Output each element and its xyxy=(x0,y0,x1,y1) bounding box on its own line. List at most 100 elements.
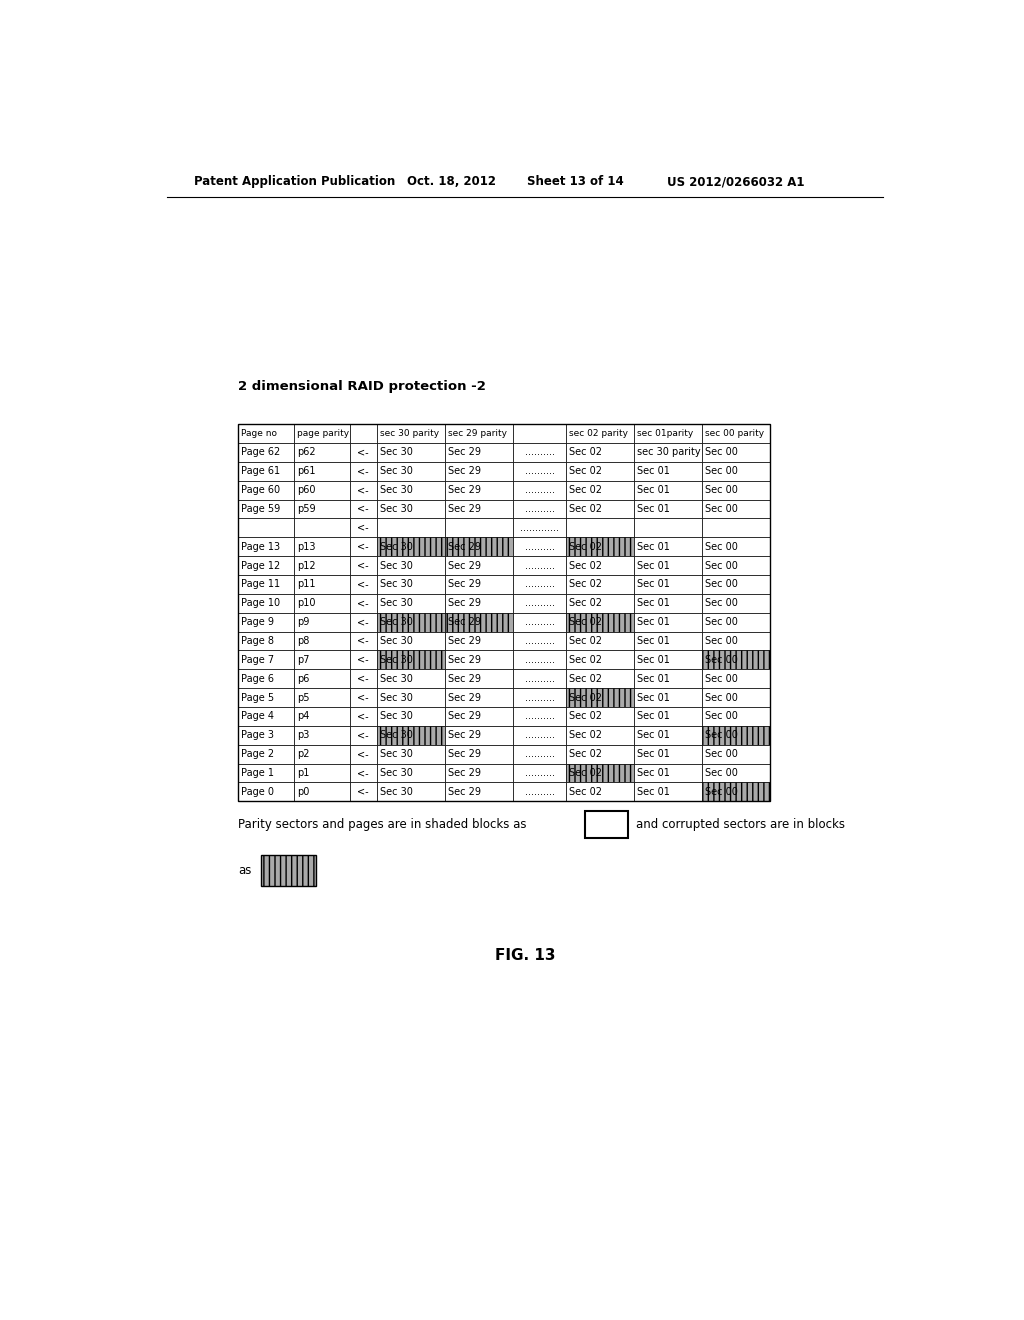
Bar xyxy=(702,576,770,594)
Text: p3: p3 xyxy=(297,730,309,741)
Bar xyxy=(377,631,445,651)
Bar xyxy=(513,688,566,708)
Text: <-: <- xyxy=(357,447,369,457)
Text: p1: p1 xyxy=(297,768,309,777)
Bar xyxy=(634,444,702,462)
Text: <-: <- xyxy=(357,579,369,590)
Text: Sec 02: Sec 02 xyxy=(569,541,602,552)
Bar xyxy=(566,424,634,444)
Bar xyxy=(445,480,513,499)
Text: US 2012/0266032 A1: US 2012/0266032 A1 xyxy=(667,176,804,187)
Text: <-: <- xyxy=(357,655,369,665)
Text: sec 02 parity: sec 02 parity xyxy=(569,429,628,438)
Bar xyxy=(513,763,566,783)
Bar xyxy=(445,688,513,708)
Text: <-: <- xyxy=(357,693,369,702)
Text: Sec 29: Sec 29 xyxy=(449,750,481,759)
Bar xyxy=(513,631,566,651)
Bar xyxy=(294,763,349,783)
Text: ..........: .......... xyxy=(524,598,555,609)
Text: Sec 02: Sec 02 xyxy=(569,636,602,645)
Text: <-: <- xyxy=(357,787,369,797)
Bar xyxy=(377,576,445,594)
Bar xyxy=(294,499,349,519)
Bar xyxy=(238,499,294,519)
Text: Sec 02: Sec 02 xyxy=(569,711,602,722)
Bar xyxy=(513,576,566,594)
Bar xyxy=(349,631,377,651)
Bar xyxy=(566,651,634,669)
Bar xyxy=(513,462,566,480)
Text: <-: <- xyxy=(357,730,369,741)
Text: p9: p9 xyxy=(297,618,309,627)
Bar xyxy=(634,651,702,669)
Bar xyxy=(377,651,445,669)
Bar xyxy=(445,612,513,631)
Bar xyxy=(566,631,634,651)
Text: Sec 02: Sec 02 xyxy=(569,598,602,609)
Text: Sec 02: Sec 02 xyxy=(569,655,602,665)
Bar xyxy=(566,576,634,594)
Bar xyxy=(238,537,294,556)
Bar xyxy=(445,594,513,612)
Text: Sec 30: Sec 30 xyxy=(380,693,413,702)
Bar xyxy=(634,424,702,444)
Bar xyxy=(445,651,513,669)
Text: sec 30 parity: sec 30 parity xyxy=(380,429,439,438)
Text: p0: p0 xyxy=(297,787,309,797)
Text: Page 59: Page 59 xyxy=(241,504,281,513)
Text: Sec 01: Sec 01 xyxy=(637,673,670,684)
Bar xyxy=(702,708,770,726)
Text: Sec 30: Sec 30 xyxy=(380,466,413,477)
Text: Sec 29: Sec 29 xyxy=(449,561,481,570)
Text: Page no: Page no xyxy=(241,429,278,438)
Bar xyxy=(294,688,349,708)
Text: <-: <- xyxy=(357,618,369,627)
Text: Sec 02: Sec 02 xyxy=(569,673,602,684)
Text: p8: p8 xyxy=(297,636,309,645)
Text: p2: p2 xyxy=(297,750,309,759)
Bar xyxy=(634,519,702,537)
Bar xyxy=(702,744,770,763)
Text: Sec 02: Sec 02 xyxy=(569,579,602,590)
Text: Sec 02: Sec 02 xyxy=(569,504,602,513)
Text: <-: <- xyxy=(357,504,369,513)
Text: Sec 00: Sec 00 xyxy=(706,693,738,702)
Text: <-: <- xyxy=(357,484,369,495)
Text: Sec 30: Sec 30 xyxy=(380,598,413,609)
Bar xyxy=(513,783,566,801)
Bar xyxy=(634,537,702,556)
Bar xyxy=(634,556,702,576)
Bar xyxy=(349,708,377,726)
Text: Sec 01: Sec 01 xyxy=(637,655,670,665)
Text: Sec 01: Sec 01 xyxy=(637,693,670,702)
Text: Page 9: Page 9 xyxy=(241,618,274,627)
Text: Sec 30: Sec 30 xyxy=(380,655,413,665)
Bar xyxy=(349,424,377,444)
Bar xyxy=(566,783,634,801)
Bar xyxy=(702,480,770,499)
Bar xyxy=(566,726,634,744)
Text: Sec 00: Sec 00 xyxy=(706,618,738,627)
Text: Sec 00: Sec 00 xyxy=(706,673,738,684)
Bar xyxy=(445,519,513,537)
Text: Sec 01: Sec 01 xyxy=(637,750,670,759)
Bar xyxy=(566,444,634,462)
Text: ..........: .......... xyxy=(524,787,555,797)
Text: ..........: .......... xyxy=(524,541,555,552)
Bar xyxy=(445,631,513,651)
Text: Sec 30: Sec 30 xyxy=(380,484,413,495)
Text: Sec 29: Sec 29 xyxy=(449,636,481,645)
Text: Sec 02: Sec 02 xyxy=(569,787,602,797)
Text: Sec 00: Sec 00 xyxy=(706,636,738,645)
Text: Sec 30: Sec 30 xyxy=(380,618,413,627)
Bar xyxy=(349,556,377,576)
Text: Sec 30: Sec 30 xyxy=(380,730,413,741)
Text: and corrupted sectors are in blocks: and corrupted sectors are in blocks xyxy=(636,818,845,832)
Bar xyxy=(349,537,377,556)
Bar xyxy=(294,480,349,499)
Text: ..........: .......... xyxy=(524,655,555,665)
Bar xyxy=(377,744,445,763)
Text: Sec 29: Sec 29 xyxy=(449,711,481,722)
Text: Oct. 18, 2012: Oct. 18, 2012 xyxy=(407,176,496,187)
